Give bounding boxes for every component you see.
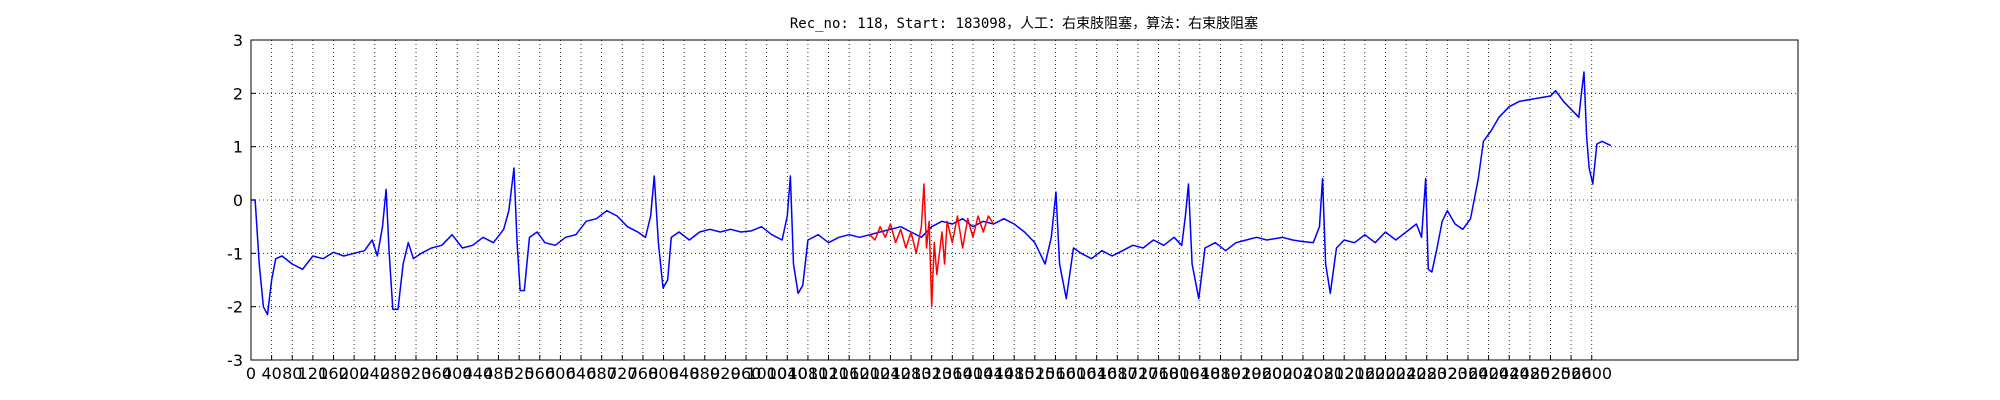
x-tick-label: 2040 (1283, 364, 1324, 383)
x-tick-label: 480 (483, 364, 514, 383)
chart-title: Rec_no: 118，Start: 183098，人工：右束肢阻塞，算法：右束… (790, 15, 1258, 32)
x-tick-label: 1960 (1241, 364, 1282, 383)
x-tick-label: 1720 (1118, 364, 1159, 383)
x-tick-label: 1640 (1076, 364, 1117, 383)
x-tick-label: 2520 (1530, 364, 1571, 383)
x-tick-label: 1400 (953, 364, 994, 383)
x-tick-label: 1200 (849, 364, 890, 383)
x-tick-label: 280 (380, 364, 411, 383)
x-tick-label: 920 (710, 364, 741, 383)
x-tick-label: 240 (359, 364, 390, 383)
x-tick-label: 720 (607, 364, 638, 383)
y-tick-label: -1 (227, 244, 243, 263)
y-tick-label: -3 (227, 351, 243, 370)
x-tick-label: 1680 (1097, 364, 1138, 383)
x-tick-label: 2200 (1365, 364, 1406, 383)
x-tick-label: 2240 (1386, 364, 1427, 383)
x-tick-label: 2360 (1448, 364, 1489, 383)
y-tick-label: 2 (233, 84, 243, 103)
x-tick-label: 2320 (1427, 364, 1468, 383)
x-tick-label: 1160 (829, 364, 870, 383)
x-tick-label: 1120 (808, 364, 849, 383)
x-tick-label: 880 (690, 364, 721, 383)
x-tick-label: 1280 (891, 364, 932, 383)
y-tick-label: 1 (233, 138, 243, 157)
x-tick-label: 1480 (994, 364, 1035, 383)
x-tick-label: 400 (442, 364, 473, 383)
x-tick-label: 440 (463, 364, 494, 383)
x-tick-label: 1360 (932, 364, 973, 383)
x-tick-label: 2600 (1571, 364, 1612, 383)
x-tick-label: 1920 (1221, 364, 1262, 383)
x-tick-label: 600 (545, 364, 576, 383)
x-tick-label: 2400 (1468, 364, 1509, 383)
x-tick-label: 560 (524, 364, 555, 383)
x-tick-label: 80 (282, 364, 302, 383)
x-tick-label: 1240 (870, 364, 911, 383)
x-tick-label: 800 (648, 364, 679, 383)
x-tick-label: 1760 (1138, 364, 1179, 383)
x-tick-label: 640 (566, 364, 597, 383)
x-tick-label: 1600 (1056, 364, 1097, 383)
x-tick-label: 840 (669, 364, 700, 383)
x-tick-label: 320 (401, 364, 432, 383)
x-tick-label: 1520 (1014, 364, 1055, 383)
x-tick-label: 2120 (1324, 364, 1365, 383)
x-tick-label: 1800 (1159, 364, 1200, 383)
x-tick-label: 1320 (911, 364, 952, 383)
x-tick-label: 2080 (1303, 364, 1344, 383)
x-tick-label: 1880 (1200, 364, 1241, 383)
x-tick-label: 1440 (973, 364, 1014, 383)
plot-frame (250, 39, 1799, 361)
series-line (251, 71, 1612, 316)
x-tick-label: 160 (318, 364, 349, 383)
x-tick-label: 360 (421, 364, 452, 383)
x-tick-label: 1000 (746, 364, 787, 383)
x-tick-label: 2440 (1489, 364, 1530, 383)
x-tick-label: 120 (298, 364, 329, 383)
x-tick-label: 200 (339, 364, 370, 383)
x-tick-label: 2160 (1344, 364, 1385, 383)
x-tick-label: 2280 (1406, 364, 1447, 383)
x-tick-label: 1560 (1035, 364, 1076, 383)
x-tick-label: 2560 (1551, 364, 1592, 383)
x-tick-label: 2000 (1262, 364, 1303, 383)
x-tick-label: 1080 (788, 364, 829, 383)
y-tick-label: 3 (233, 31, 243, 50)
y-tick-label: -2 (227, 298, 243, 317)
x-tick-label: 520 (504, 364, 535, 383)
series-line (869, 183, 995, 308)
x-tick-label: 1040 (767, 364, 808, 383)
x-tick-label: 1840 (1179, 364, 1220, 383)
x-tick-label: 2480 (1509, 364, 1550, 383)
x-tick-label: 760 (628, 364, 659, 383)
y-tick-label: 0 (233, 191, 243, 210)
x-tick-label: 0 (246, 364, 256, 383)
x-tick-label: 960 (731, 364, 762, 383)
x-tick-label: 40 (261, 364, 281, 383)
x-tick-label: 680 (586, 364, 617, 383)
